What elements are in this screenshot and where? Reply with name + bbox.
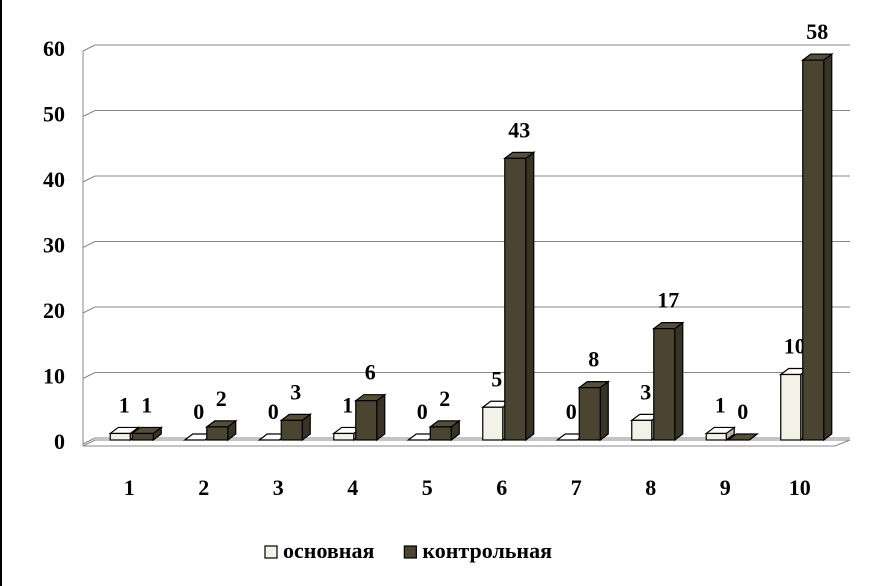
- value-label: 0: [566, 399, 577, 424]
- x-tick-label: 10: [789, 475, 811, 500]
- x-tick-label: 7: [571, 475, 582, 500]
- value-label: 0: [193, 399, 204, 424]
- y-tick-label: 20: [43, 298, 65, 323]
- bar-front: [429, 426, 452, 441]
- side-grid-line: [82, 44, 96, 52]
- legend-swatch: [264, 545, 278, 559]
- side-grid-line: [82, 437, 96, 445]
- value-label: 0: [417, 399, 428, 424]
- bar-front: [631, 419, 653, 441]
- bar-front: [355, 400, 378, 441]
- y-tick-label: 50: [43, 102, 65, 127]
- bar-front: [504, 157, 527, 441]
- bar-front: [780, 373, 802, 441]
- legend-label: контрольная: [422, 538, 552, 563]
- x-tick-label: 1: [124, 475, 135, 500]
- y-tick-label: 60: [43, 36, 65, 61]
- side-grid-line: [82, 110, 96, 117]
- value-label: 5: [491, 366, 502, 391]
- bar: [651, 321, 685, 442]
- bar-front: [802, 59, 825, 441]
- value-label: 1: [342, 392, 353, 417]
- value-label: 0: [737, 399, 748, 424]
- bar: [704, 426, 737, 442]
- bar-front: [333, 432, 355, 441]
- bar-top: [726, 433, 760, 441]
- legend-swatch: [403, 545, 417, 559]
- x-tick-label: 2: [198, 475, 209, 500]
- bar: [577, 380, 611, 442]
- bar: [502, 151, 536, 442]
- bar: [130, 426, 164, 442]
- bar-front: [206, 426, 229, 441]
- bar-front: [131, 432, 154, 441]
- x-tick-label: 6: [496, 475, 507, 500]
- value-label: 2: [216, 386, 227, 411]
- bar: [279, 413, 313, 442]
- side-grid-line: [82, 306, 96, 314]
- y-tick-label: 10: [43, 364, 65, 389]
- bar-front: [578, 387, 601, 441]
- value-label: 2: [439, 386, 450, 411]
- value-label: 8: [588, 347, 599, 372]
- bar-front: [280, 419, 303, 441]
- side-grid-line: [82, 372, 96, 379]
- bar: [353, 393, 387, 442]
- bar-front: [653, 328, 676, 441]
- value-label: 6: [365, 360, 376, 385]
- value-label: 10: [784, 334, 806, 359]
- floor: [82, 439, 851, 447]
- bar-front: [482, 406, 504, 441]
- value-label: 17: [657, 288, 679, 313]
- value-label: 43: [508, 117, 530, 142]
- value-label: 3: [290, 379, 301, 404]
- bar-front: [705, 432, 727, 441]
- bar-side: [823, 52, 833, 442]
- value-label: 1: [715, 392, 726, 417]
- y-tick-label: 0: [54, 429, 65, 454]
- x-tick-label: 4: [347, 475, 358, 500]
- x-tick-label: 3: [273, 475, 284, 500]
- x-tick-label: 9: [720, 475, 731, 500]
- legend-label: основная: [283, 538, 374, 563]
- x-tick-label: 5: [422, 475, 433, 500]
- bar-side: [376, 393, 386, 442]
- y-tick-label: 40: [43, 167, 65, 192]
- bar: [204, 419, 238, 442]
- bar-side: [674, 321, 684, 442]
- bar: [726, 433, 760, 441]
- bar: [800, 52, 834, 442]
- value-label: 58: [806, 19, 828, 44]
- value-label: 0: [268, 399, 279, 424]
- value-label: 1: [119, 392, 130, 417]
- bar-side: [525, 151, 535, 442]
- side-grid-line: [82, 175, 96, 183]
- bar-front: [109, 432, 131, 441]
- bar-side: [599, 380, 609, 442]
- side-grid-line: [82, 241, 96, 248]
- x-tick-label: 8: [645, 475, 656, 500]
- value-label: 1: [141, 392, 152, 417]
- y-tick-label: 30: [43, 233, 65, 258]
- value-label: 3: [640, 379, 651, 404]
- bar: [428, 419, 462, 442]
